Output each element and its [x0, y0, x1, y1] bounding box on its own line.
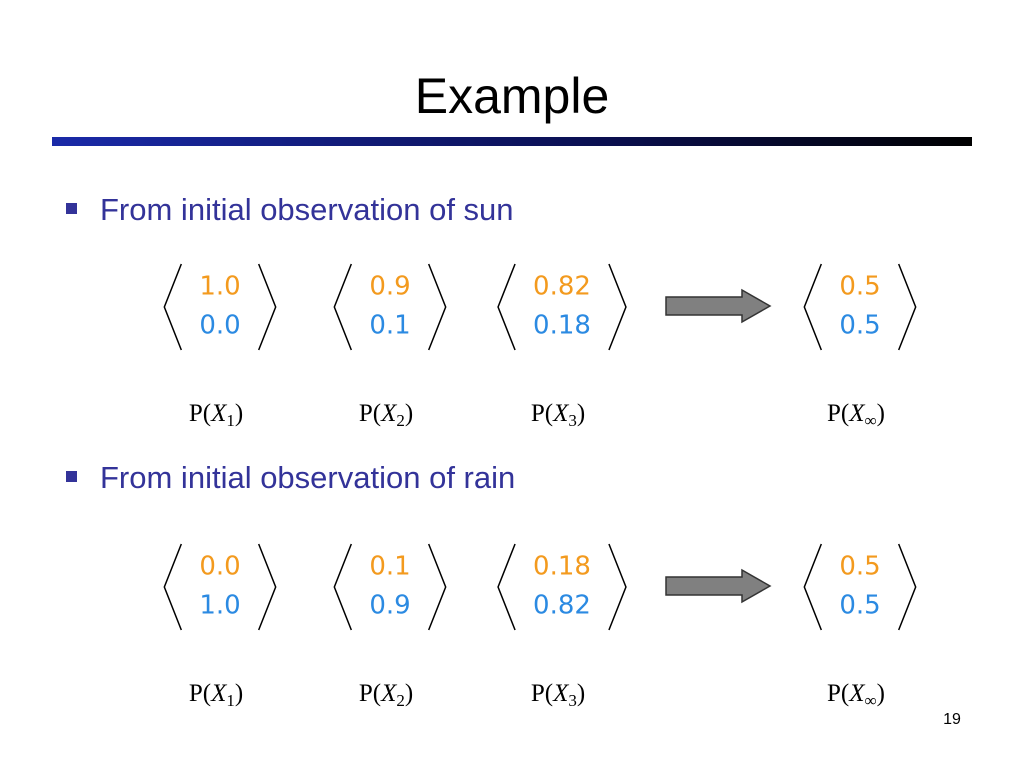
label-prefix: P(	[827, 680, 849, 707]
distribution-label: P(X1)	[189, 400, 243, 430]
probability-bottom: 0.5	[839, 311, 880, 341]
probability-top: 0.18	[533, 552, 591, 582]
bullet-marker	[66, 203, 77, 214]
probability-top: 0.0	[199, 552, 240, 582]
bracket-right	[257, 263, 277, 351]
label-prefix: P(	[531, 680, 553, 707]
label-variable: X	[210, 680, 228, 707]
probability-bottom: 0.9	[369, 591, 410, 621]
label-prefix: P(	[189, 680, 211, 707]
label-suffix: )	[405, 400, 413, 427]
label-suffix: )	[877, 680, 885, 707]
label-subscript: 2	[396, 411, 405, 430]
bullet-text: From initial observation of sun	[100, 192, 514, 227]
label-subscript: 3	[568, 411, 577, 430]
label-subscript: 1	[226, 691, 235, 710]
label-variable: X	[210, 400, 228, 427]
probability-bottom: 0.5	[839, 591, 880, 621]
bracket-right	[608, 543, 627, 631]
label-prefix: P(	[359, 680, 381, 707]
bracket-right	[257, 543, 277, 631]
label-suffix: )	[577, 680, 585, 707]
probability-top: 0.5	[839, 272, 880, 302]
probability-bottom: 0.1	[369, 311, 410, 341]
label-variable: X	[848, 680, 866, 707]
label-variable: X	[552, 400, 570, 427]
bracket-right	[427, 263, 447, 351]
probability-bottom: 0.18	[533, 311, 591, 341]
bracket-left	[333, 263, 353, 351]
bracket-left	[163, 263, 183, 351]
label-subscript: 3	[568, 691, 577, 710]
label-variable: X	[380, 680, 398, 707]
label-subscript: 2	[396, 691, 405, 710]
bracket-right	[427, 543, 447, 631]
distribution-label: P(X2)	[359, 680, 413, 710]
probability-top: 0.9	[369, 272, 410, 302]
distribution-label: P(X3)	[531, 680, 585, 710]
label-suffix: )	[235, 680, 243, 707]
bracket-left	[163, 543, 183, 631]
bracket-right	[608, 263, 627, 351]
bracket-right	[897, 263, 917, 351]
label-variable: X	[380, 400, 398, 427]
label-subscript: ∞	[865, 691, 877, 710]
label-suffix: )	[235, 400, 243, 427]
probability-bottom: 0.82	[533, 591, 591, 621]
label-prefix: P(	[531, 400, 553, 427]
distribution-label: P(X2)	[359, 400, 413, 430]
distribution-label: P(X∞)	[827, 680, 885, 710]
probability-bottom: 1.0	[199, 591, 240, 621]
distribution-label: P(X∞)	[827, 400, 885, 430]
label-prefix: P(	[827, 400, 849, 427]
label-subscript: ∞	[865, 411, 877, 430]
label-prefix: P(	[189, 400, 211, 427]
distribution-label: P(X1)	[189, 680, 243, 710]
label-variable: X	[552, 680, 570, 707]
probability-top: 0.82	[533, 272, 591, 302]
probability-top: 0.1	[369, 552, 410, 582]
probability-top: 0.5	[839, 552, 880, 582]
arrow	[665, 568, 772, 604]
label-subscript: 1	[226, 411, 235, 430]
bracket-left	[497, 543, 516, 631]
label-prefix: P(	[359, 400, 381, 427]
label-suffix: )	[877, 400, 885, 427]
page-number: 19	[943, 711, 961, 728]
bracket-left	[333, 543, 353, 631]
title-rule	[52, 137, 972, 146]
bracket-right	[897, 543, 917, 631]
label-suffix: )	[577, 400, 585, 427]
arrow	[665, 288, 772, 324]
bullet-text: From initial observation of rain	[100, 460, 515, 495]
bracket-left	[803, 263, 823, 351]
bracket-left	[497, 263, 516, 351]
label-variable: X	[848, 400, 866, 427]
label-suffix: )	[405, 680, 413, 707]
probability-top: 1.0	[199, 272, 240, 302]
bullet-marker	[66, 471, 77, 482]
distribution-label: P(X3)	[531, 400, 585, 430]
bracket-left	[803, 543, 823, 631]
slide-title: Example	[415, 68, 610, 124]
probability-bottom: 0.0	[199, 311, 240, 341]
